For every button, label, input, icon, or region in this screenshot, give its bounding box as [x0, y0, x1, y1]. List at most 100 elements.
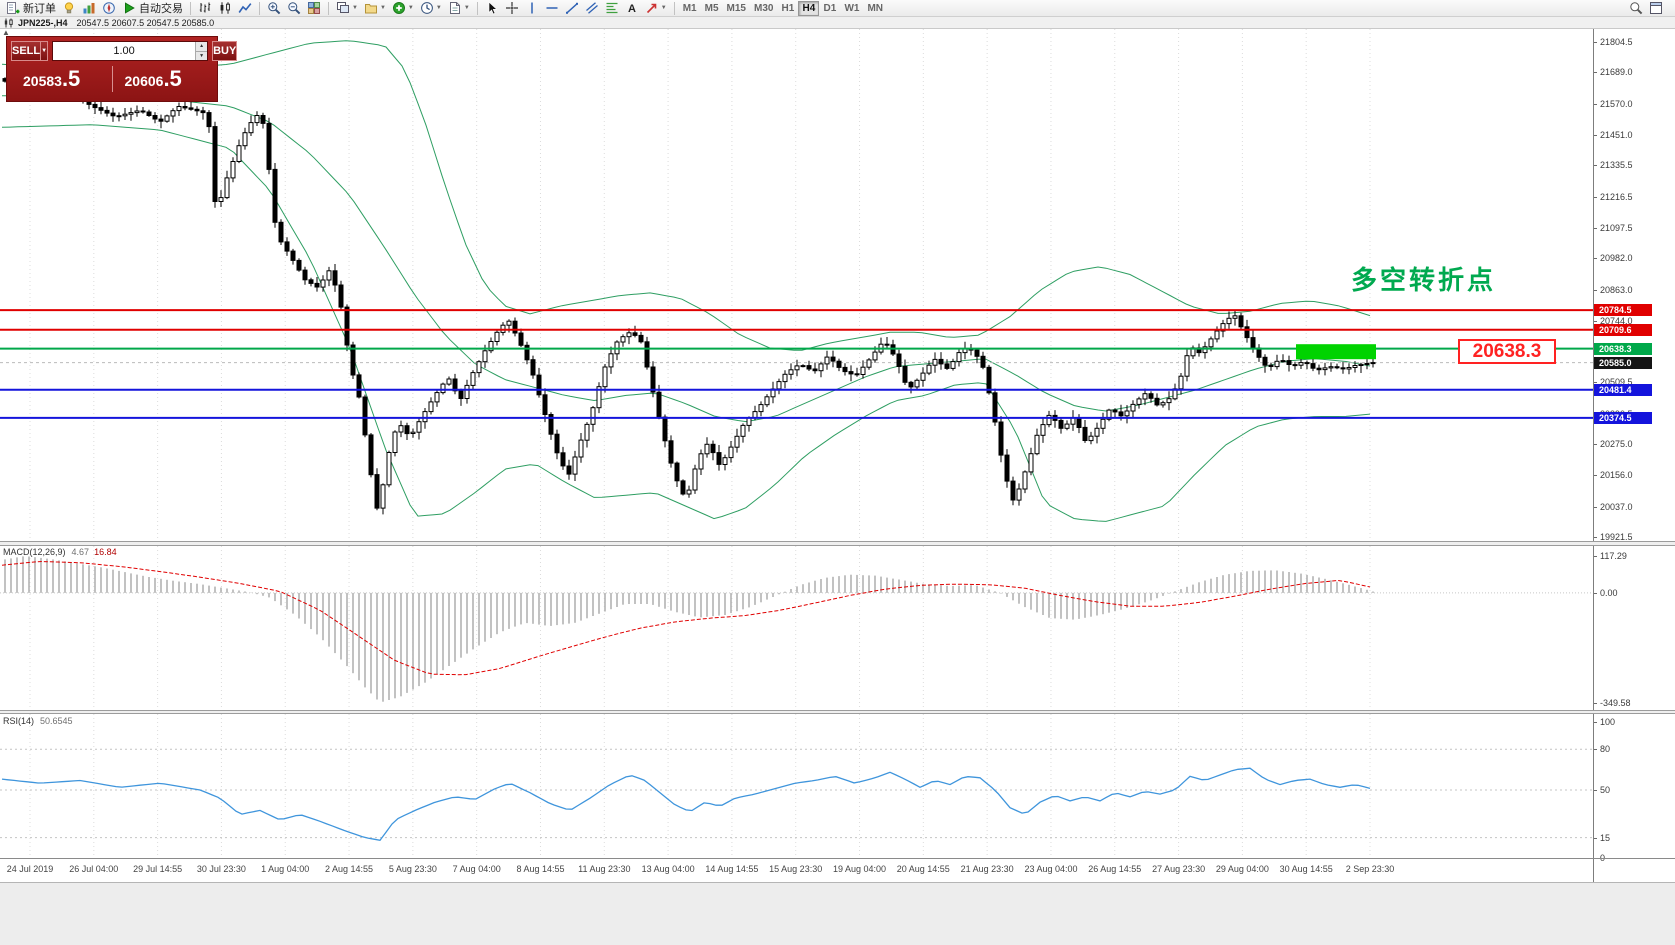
- timeframe-d1[interactable]: D1: [819, 1, 840, 16]
- zoom-out-button[interactable]: [284, 0, 304, 16]
- scale-tickmark: [1594, 165, 1597, 166]
- scale-tickmark: [1594, 537, 1597, 538]
- price-tick: 21689.0: [1600, 67, 1633, 77]
- new-order-label: 新订单: [23, 3, 56, 15]
- equidistant-channel-button[interactable]: [582, 0, 602, 16]
- profiles-button[interactable]: ▼: [361, 0, 389, 16]
- new-chart-button[interactable]: ▼: [333, 0, 361, 16]
- search-button[interactable]: [1626, 0, 1646, 16]
- zoom-in-icon: [268, 2, 281, 15]
- price-callout-box[interactable]: 20638.3: [1458, 339, 1556, 364]
- chart-title-ohlc: 20547.5 20607.5 20547.5 20585.0: [76, 17, 215, 28]
- new-order-button[interactable]: 新订单: [3, 0, 59, 16]
- macd-scale-value: 0.00: [1600, 588, 1618, 598]
- text-label-icon: A: [628, 3, 636, 15]
- timeframe-m1[interactable]: M1: [679, 1, 701, 16]
- chart-candles-icon: [220, 2, 230, 14]
- chart-candles-button[interactable]: [215, 0, 235, 16]
- crosshair-button[interactable]: [502, 0, 522, 16]
- search-icon: [1630, 2, 1643, 15]
- chart-bars-icon: [199, 2, 211, 13]
- trendline-icon: [565, 2, 578, 14]
- new-order-icon: [7, 2, 20, 14]
- timeframe-h1[interactable]: H1: [777, 1, 798, 16]
- chart-plot[interactable]: [0, 29, 1593, 882]
- time-label: 29 Aug 04:00: [1215, 864, 1269, 874]
- vertical-line-icon: [531, 2, 533, 14]
- time-label: 23 Aug 04:00: [1024, 864, 1078, 874]
- price-tick: 21335.5: [1600, 160, 1633, 170]
- volume-spinner: ▲ ▼: [195, 42, 208, 60]
- scale-tickmark: [1594, 135, 1597, 136]
- periods-button[interactable]: ▼: [417, 0, 445, 16]
- metaeditor-button[interactable]: [59, 0, 79, 16]
- scale-tickmark: [1594, 790, 1597, 791]
- buy-button[interactable]: BUY: [212, 41, 238, 61]
- time-label: 5 Aug 23:30: [388, 864, 437, 874]
- volume-field[interactable]: ▲ ▼: [52, 41, 209, 61]
- sell-price[interactable]: 20583.5: [11, 66, 112, 92]
- current-price-label: 20585.0: [1594, 357, 1652, 369]
- zoom-in-button[interactable]: [264, 0, 284, 16]
- volume-decrease-button[interactable]: ▼: [196, 51, 208, 60]
- indicators-button[interactable]: ▼: [389, 0, 417, 16]
- horizontal-line-icon: [546, 7, 558, 9]
- scale-tickmark: [1594, 197, 1597, 198]
- panel-separator[interactable]: [0, 710, 1675, 714]
- turning-point-annotation[interactable]: 多空转折点: [1351, 265, 1497, 295]
- price-scale[interactable]: 21804.5 21689.0 21570.0 21451.0 21335.5 21216…: [1593, 29, 1675, 882]
- arrows-icon: [646, 3, 657, 14]
- time-label: 2 Aug 14:55: [324, 864, 374, 874]
- scale-tickmark: [1594, 722, 1597, 723]
- navigator-button[interactable]: [99, 0, 119, 16]
- arrows-button[interactable]: ▼: [642, 0, 670, 16]
- chart-bars-button[interactable]: [195, 0, 215, 16]
- one-click-collapse-arrow[interactable]: ▲: [2, 28, 10, 37]
- scale-tickmark: [1594, 228, 1597, 229]
- new-chart-caret-icon: ▼: [352, 5, 358, 11]
- autotrading-button[interactable]: 自动交易: [119, 0, 186, 16]
- periods-caret-icon: ▼: [435, 5, 442, 11]
- trendline-button[interactable]: [562, 0, 582, 16]
- scale-tickmark: [1594, 444, 1597, 445]
- tile-windows-button[interactable]: [304, 0, 324, 16]
- metaeditor-icon: [64, 2, 74, 14]
- market-watch-button[interactable]: [79, 0, 99, 16]
- chart-area[interactable]: 21804.5 21689.0 21570.0 21451.0 21335.5 21216…: [0, 29, 1675, 882]
- fibonacci-button[interactable]: [602, 0, 622, 16]
- arrows-caret-icon: ▼: [660, 5, 667, 11]
- timeframe-m15[interactable]: M15: [723, 1, 750, 16]
- text-label-button[interactable]: A: [622, 0, 642, 16]
- volume-dropdown-caret[interactable]: ▼: [41, 41, 49, 61]
- buy-price-main: 20606: [124, 73, 164, 89]
- timeframe-mn[interactable]: MN: [863, 1, 887, 16]
- price-tick: 19921.5: [1600, 532, 1633, 542]
- volume-increase-button[interactable]: ▲: [196, 42, 208, 52]
- templates-caret-icon: ▼: [463, 5, 470, 11]
- tile-windows-icon: [308, 2, 320, 14]
- arrange-windows-button[interactable]: [1646, 0, 1666, 16]
- vertical-line-button[interactable]: [522, 0, 542, 16]
- chart-line-button[interactable]: [235, 0, 255, 16]
- volume-input[interactable]: [53, 42, 196, 60]
- time-label: 14 Aug 14:55: [705, 864, 759, 874]
- timeframe-h4[interactable]: H4: [798, 0, 820, 16]
- timeframe-m30[interactable]: M30: [750, 1, 777, 16]
- sell-button[interactable]: SELL: [11, 41, 42, 61]
- horizontal-line-button[interactable]: [542, 0, 562, 16]
- cursor-button[interactable]: [482, 0, 502, 16]
- cursor-icon: [488, 1, 498, 15]
- sell-price-pips: .5: [61, 66, 81, 91]
- scale-tickmark: [1594, 475, 1597, 476]
- buy-price[interactable]: 20606.5: [113, 66, 214, 92]
- timeframe-m5[interactable]: M5: [701, 1, 723, 16]
- panel-separator[interactable]: [0, 541, 1675, 546]
- timeframe-w1[interactable]: W1: [840, 1, 863, 16]
- buy-price-pips: .5: [163, 66, 182, 91]
- price-tick: 20509.5: [1600, 377, 1633, 387]
- toolbar-separator: [190, 1, 191, 15]
- templates-button[interactable]: ▼: [445, 0, 473, 16]
- scale-tickmark: [1594, 593, 1597, 594]
- price-line-label: 20481.4: [1594, 384, 1652, 396]
- one-click-trading-panel: SELL ▼ ▲ ▼ BUY 20583.5 20606.5: [6, 36, 238, 102]
